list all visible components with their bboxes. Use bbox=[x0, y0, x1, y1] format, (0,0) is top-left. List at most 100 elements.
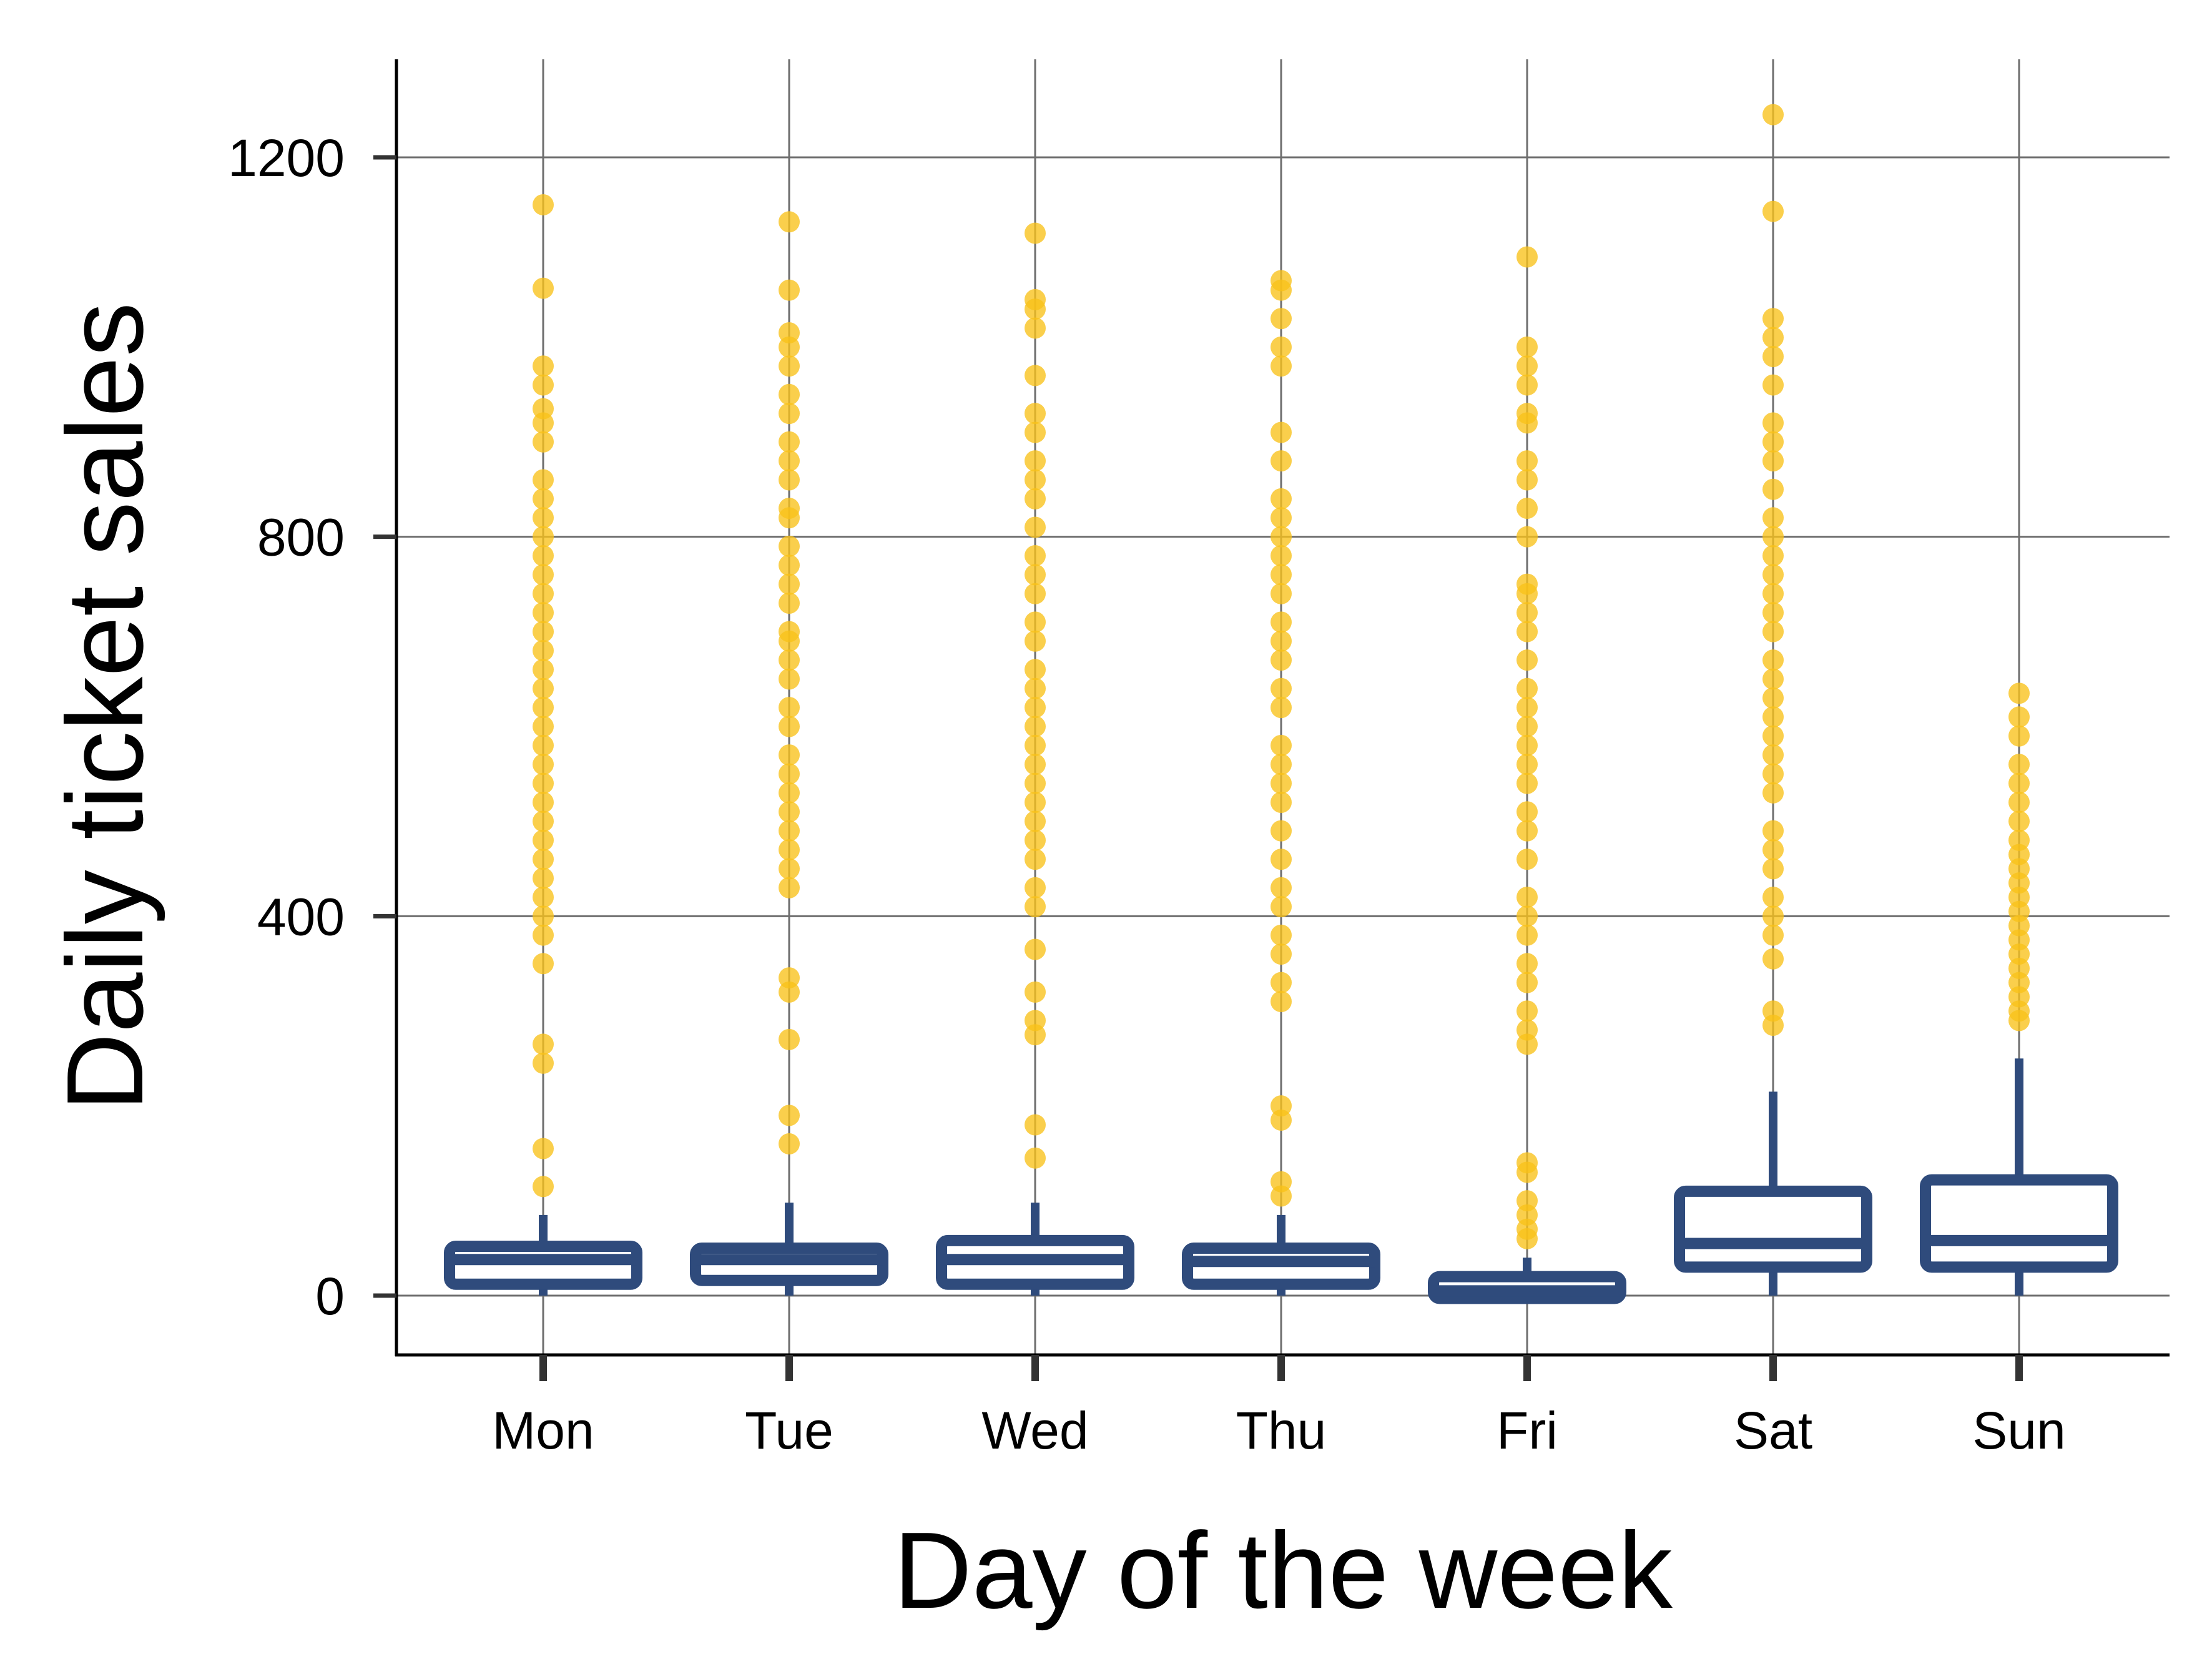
outlier-point bbox=[533, 829, 554, 851]
outlier-point bbox=[779, 336, 800, 358]
outlier-point bbox=[779, 469, 800, 491]
outlier-point bbox=[1516, 621, 1538, 642]
outlier-point bbox=[1516, 336, 1538, 358]
outlier-point bbox=[779, 450, 800, 472]
outlier-point bbox=[779, 763, 800, 785]
outlier-point bbox=[1271, 734, 1292, 756]
outlier-point bbox=[533, 602, 554, 624]
outlier-point bbox=[1271, 1185, 1292, 1207]
outlier-point bbox=[1516, 1161, 1538, 1183]
outlier-point bbox=[779, 839, 800, 860]
outlier-point bbox=[533, 564, 554, 586]
outlier-point bbox=[1271, 450, 1292, 472]
outlier-point bbox=[1025, 421, 1046, 443]
outlier-point bbox=[1762, 886, 1784, 908]
outlier-point bbox=[1025, 981, 1046, 1003]
outlier-point bbox=[533, 583, 554, 604]
outlier-point bbox=[779, 649, 800, 671]
outlier-point bbox=[533, 1033, 554, 1055]
outlier-point bbox=[1271, 849, 1292, 870]
outlier-point bbox=[1516, 953, 1538, 975]
outlier-point bbox=[1516, 972, 1538, 993]
x-tick-label: Wed bbox=[981, 1401, 1088, 1460]
outlier-point bbox=[1516, 374, 1538, 396]
outlier-point bbox=[1271, 649, 1292, 671]
outlier-point bbox=[533, 194, 554, 215]
box-iqr bbox=[1920, 1174, 2118, 1273]
outlier-point bbox=[779, 858, 800, 880]
outlier-point bbox=[1516, 820, 1538, 842]
outlier-point bbox=[1025, 317, 1046, 339]
outlier-point bbox=[533, 716, 554, 737]
outlier-point bbox=[779, 554, 800, 576]
outlier-point bbox=[1516, 1033, 1538, 1055]
outlier-point bbox=[779, 355, 800, 377]
x-tick-label: Sun bbox=[1972, 1401, 2065, 1460]
boxes bbox=[444, 1058, 2118, 1304]
outlier-point bbox=[1762, 412, 1784, 434]
outlier-point bbox=[1025, 792, 1046, 814]
outlier-point bbox=[1516, 697, 1538, 719]
outlier-point bbox=[779, 668, 800, 690]
outlier-point bbox=[1516, 1228, 1538, 1249]
outlier-point bbox=[1516, 412, 1538, 434]
outlier-point bbox=[533, 431, 554, 453]
outlier-point bbox=[1025, 469, 1046, 491]
outlier-point bbox=[533, 849, 554, 870]
outlier-point bbox=[1762, 450, 1784, 472]
outlier-point bbox=[779, 573, 800, 595]
x-tick-label: Tue bbox=[745, 1401, 833, 1460]
outlier-point bbox=[1025, 829, 1046, 851]
outlier-point bbox=[1762, 526, 1784, 548]
outlier-point bbox=[533, 639, 554, 661]
outlier-point bbox=[2008, 706, 2030, 728]
outlier-point bbox=[1516, 849, 1538, 870]
outlier-point bbox=[533, 374, 554, 396]
outlier-point bbox=[2008, 772, 2030, 794]
outlier-point bbox=[1762, 687, 1784, 709]
outlier-point bbox=[1271, 355, 1292, 377]
outlier-point bbox=[1271, 877, 1292, 898]
outlier-point bbox=[779, 1105, 800, 1126]
outlier-point bbox=[1271, 488, 1292, 510]
y-axis-ticks: 0 400 800 1200 bbox=[228, 129, 396, 1326]
outlier-point bbox=[533, 792, 554, 814]
outlier-point bbox=[1762, 782, 1784, 804]
outlier-point bbox=[1516, 649, 1538, 671]
outlier-point bbox=[1271, 754, 1292, 775]
outlier-point bbox=[1762, 564, 1784, 586]
outlier-point bbox=[1762, 948, 1784, 970]
outlier-point bbox=[1025, 298, 1046, 320]
outlier-point bbox=[1025, 611, 1046, 633]
outlier-point bbox=[1271, 507, 1292, 529]
outlier-point bbox=[1271, 583, 1292, 604]
outlier-point bbox=[1025, 754, 1046, 775]
outlier-point bbox=[1271, 279, 1292, 301]
outlier-point bbox=[1025, 659, 1046, 681]
x-axis-title: Day of the week bbox=[893, 1509, 1673, 1631]
outlier-point bbox=[533, 355, 554, 377]
outlier-point bbox=[1516, 583, 1538, 604]
x-tick-label: Thu bbox=[1236, 1401, 1327, 1460]
outlier-point bbox=[1025, 365, 1046, 386]
outlier-point bbox=[533, 1052, 554, 1074]
outlier-point bbox=[779, 697, 800, 719]
outlier-point bbox=[1516, 246, 1538, 268]
outlier-point bbox=[1271, 336, 1292, 358]
outlier-point bbox=[1516, 450, 1538, 472]
outlier-point bbox=[1271, 526, 1292, 548]
outlier-point bbox=[533, 677, 554, 699]
outlier-point bbox=[2008, 754, 2030, 775]
outlier-point bbox=[1025, 630, 1046, 652]
outlier-point bbox=[779, 744, 800, 766]
outlier-point bbox=[533, 886, 554, 908]
outlier-point bbox=[533, 1138, 554, 1159]
outlier-point bbox=[1025, 697, 1046, 719]
outlier-point bbox=[779, 535, 800, 557]
outlier-point bbox=[1516, 886, 1538, 908]
outlier-point bbox=[1025, 896, 1046, 918]
outlier-point bbox=[1762, 905, 1784, 927]
outlier-point bbox=[1516, 801, 1538, 823]
outlier-point bbox=[1271, 308, 1292, 330]
